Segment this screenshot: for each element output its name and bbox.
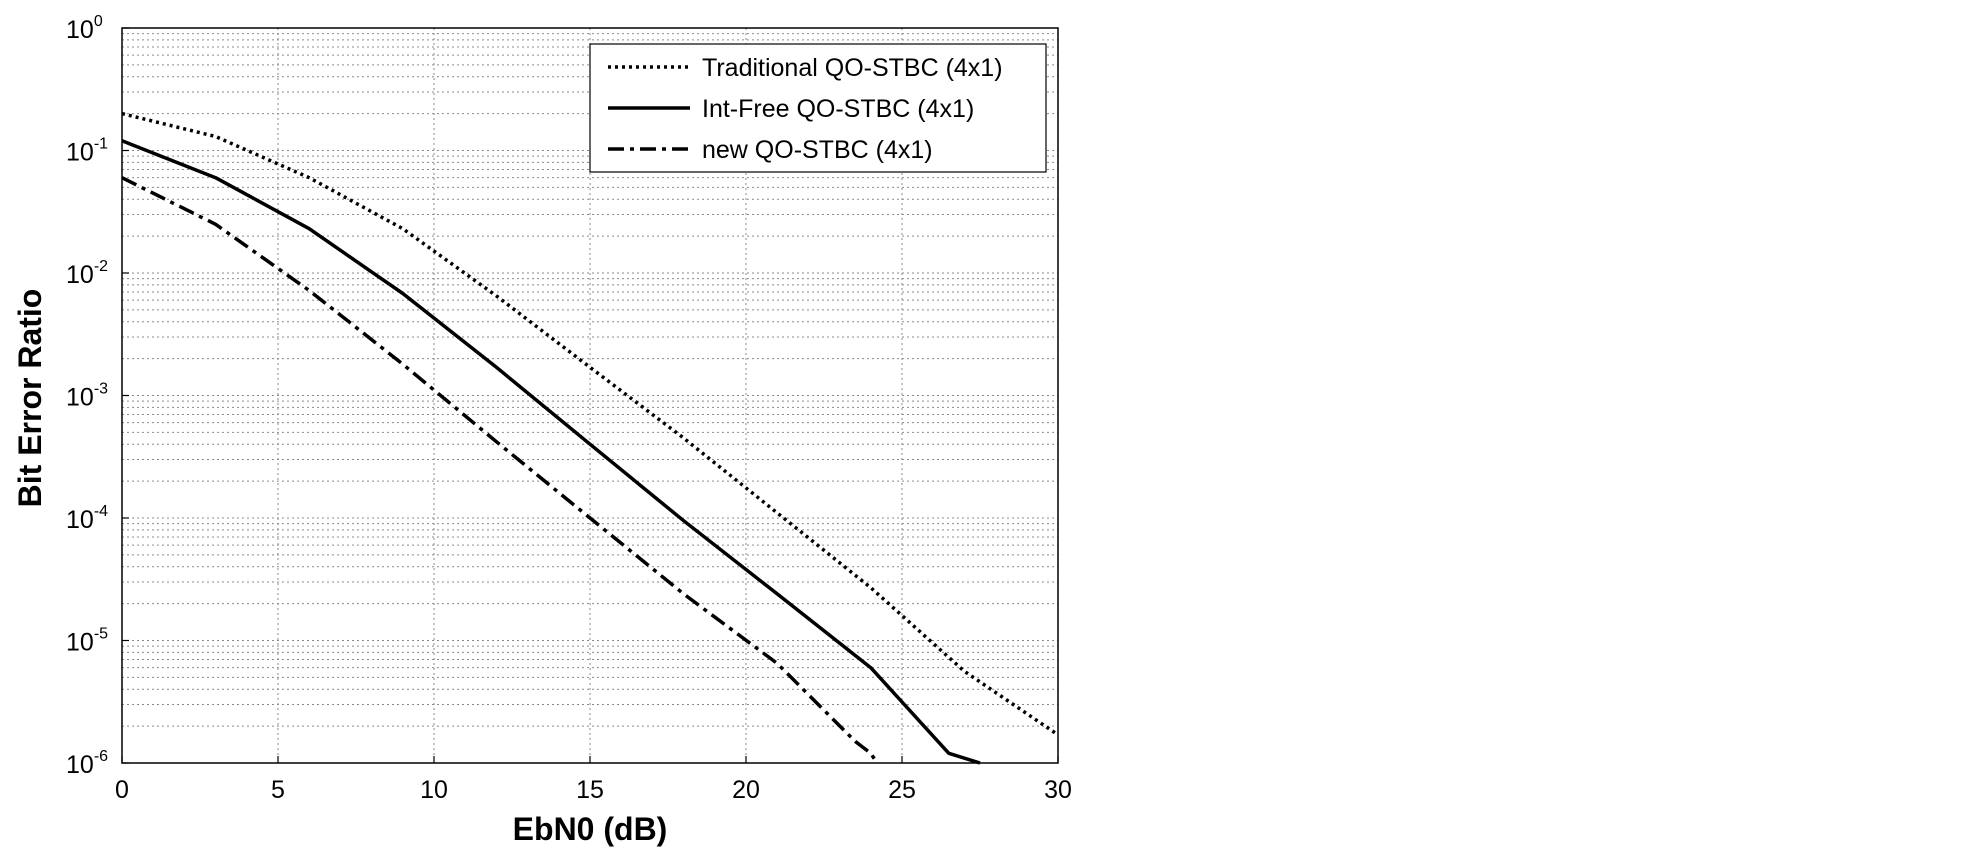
y-tick-label: 100 xyxy=(66,13,103,44)
y-tick-labels: 100 10-1 10-2 10-3 10-4 10-5 10-6 xyxy=(66,13,129,779)
y-tick-label: 10-5 xyxy=(66,626,108,657)
y-tick-label: 10-1 xyxy=(66,136,108,167)
y-tick-label: 10-2 xyxy=(66,258,108,289)
x-tick-label: 20 xyxy=(732,776,760,804)
legend-label-int-free: Int-Free QO-STBC (4x1) xyxy=(702,95,974,123)
x-tick-label: 5 xyxy=(271,776,285,804)
series-line-2 xyxy=(121,176,879,764)
x-axis-title: EbN0 (dB) xyxy=(513,811,668,847)
y-axis-title: Bit Error Ratio xyxy=(12,289,48,508)
y-tick-label: 10-3 xyxy=(66,381,108,412)
legend-label-new: new QO-STBC (4x1) xyxy=(702,136,933,164)
x-tick-label: 30 xyxy=(1044,776,1072,804)
legend-label-traditional: Traditional QO-STBC (4x1) xyxy=(702,54,1003,82)
y-tick-label: 10-6 xyxy=(66,748,108,779)
series-line-1 xyxy=(121,139,981,765)
x-tick-label: 25 xyxy=(888,776,916,804)
y-tick-label: 10-4 xyxy=(66,503,108,534)
x-tick-label: 0 xyxy=(115,776,129,804)
legend: Traditional QO-STBC (4x1) Int-Free QO-ST… xyxy=(589,43,1047,173)
x-tick-labels: 0 5 10 15 20 25 30 xyxy=(115,756,1072,804)
grid xyxy=(122,28,1058,763)
x-tick-label: 10 xyxy=(420,776,448,804)
series-layer xyxy=(121,111,1059,765)
x-tick-label: 15 xyxy=(576,776,604,804)
